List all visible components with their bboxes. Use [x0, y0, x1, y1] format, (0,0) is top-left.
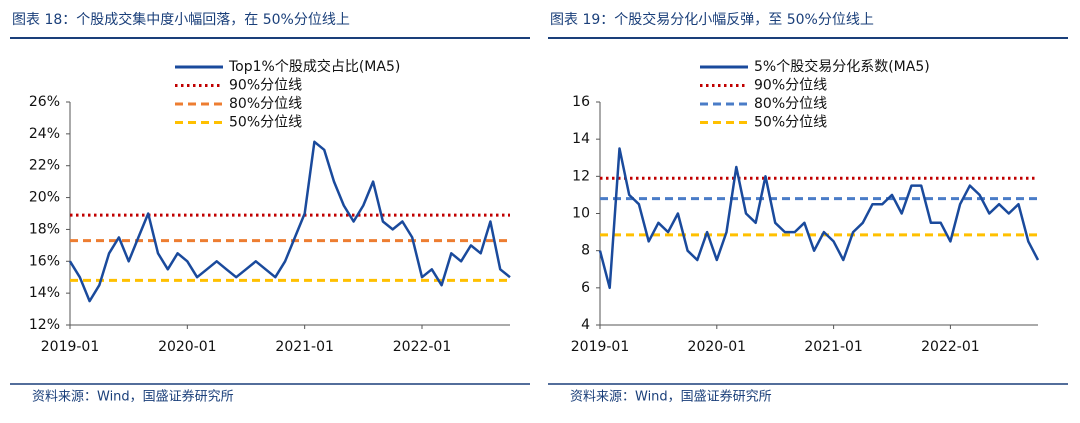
source-note: 资料来源：Wind，国盛证券研究所 — [32, 389, 234, 405]
x-tick-label: 2021-01 — [804, 339, 863, 355]
x-tick-label: 2020-01 — [158, 339, 217, 355]
y-tick-label: 8 — [581, 243, 590, 259]
y-tick-label: 6 — [581, 280, 590, 296]
legend-label: 90%分位线 — [754, 78, 827, 94]
y-tick-label: 18% — [29, 221, 60, 237]
y-tick-label: 14% — [29, 285, 60, 301]
source-note: 资料来源：Wind，国盛证券研究所 — [570, 389, 772, 405]
legend-label: 5%个股交易分化系数(MA5) — [754, 58, 930, 75]
legend-label: 50%分位线 — [229, 115, 302, 131]
y-tick-label: 16 — [572, 94, 590, 110]
x-tick-label: 2021-01 — [275, 339, 334, 355]
legend-label: Top1%个股成交占比(MA5) — [228, 58, 400, 75]
y-tick-label: 12% — [29, 317, 60, 333]
series-line — [598, 147, 1040, 290]
y-tick-label: 24% — [29, 126, 60, 142]
chart-title: 图表 18：个股成交集中度小幅回落，在 50%分位线上 — [12, 11, 350, 28]
y-tick-label: 16% — [29, 253, 60, 269]
legend-label: 80%分位线 — [229, 96, 302, 112]
y-tick-label: 4 — [581, 317, 590, 333]
legend-label: 90%分位线 — [229, 78, 302, 94]
x-tick-label: 2019-01 — [41, 339, 100, 355]
x-tick-label: 2022-01 — [393, 339, 452, 355]
legend-label: 50%分位线 — [754, 115, 827, 131]
legend-label: 80%分位线 — [754, 96, 827, 112]
x-tick-label: 2020-01 — [688, 339, 747, 355]
x-tick-label: 2022-01 — [921, 339, 980, 355]
y-tick-label: 22% — [29, 158, 60, 174]
y-tick-label: 14 — [572, 131, 590, 147]
series-line — [68, 140, 511, 303]
x-tick-label: 2019-01 — [571, 339, 630, 355]
y-tick-label: 26% — [29, 94, 60, 110]
y-tick-label: 10 — [572, 206, 590, 222]
y-tick-label: 12 — [572, 168, 590, 184]
chart-title: 图表 19：个股交易分化小幅反弹，至 50%分位线上 — [550, 11, 874, 28]
y-tick-label: 20% — [29, 190, 60, 206]
